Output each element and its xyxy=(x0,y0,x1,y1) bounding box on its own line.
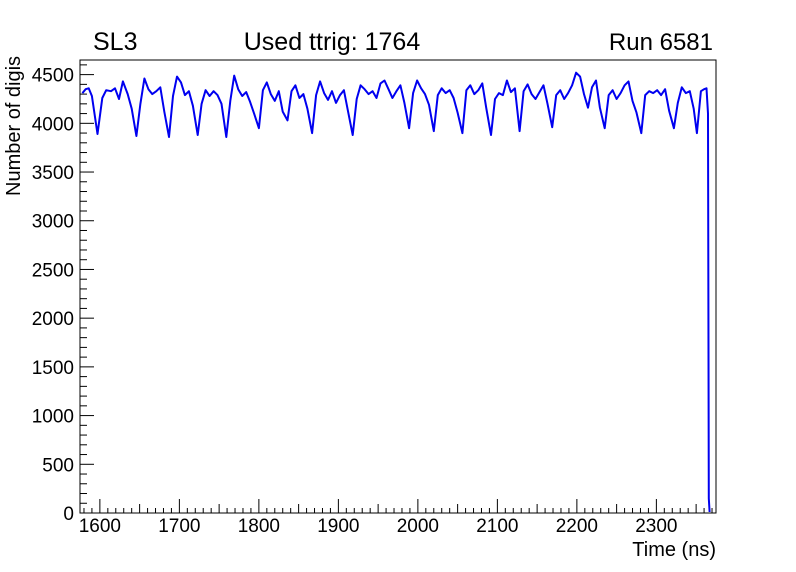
x-tick-label: 1900 xyxy=(317,516,359,537)
x-tick-label: 1800 xyxy=(238,516,280,537)
y-tick-label: 1500 xyxy=(32,358,74,379)
digis-time-line xyxy=(81,71,711,513)
x-tick-label: 2200 xyxy=(556,516,598,537)
x-tick-label: 1700 xyxy=(158,516,200,537)
run-number-title: Run 6581 xyxy=(609,29,713,56)
y-tick-label: 1000 xyxy=(32,407,74,428)
y-tick-label: 4000 xyxy=(32,114,74,135)
y-tick-label: 3500 xyxy=(32,163,74,184)
y-axis: 0 500 1000 1500 2000 2500 3000 3500 4000 4500 xyxy=(32,64,94,525)
data-series xyxy=(81,71,711,513)
y-tick-label: 4500 xyxy=(32,66,74,87)
x-tick-label: 2300 xyxy=(635,516,677,537)
x-tick-label: 1600 xyxy=(79,516,121,537)
x-tick-label: 2000 xyxy=(397,516,439,537)
y-tick-label: 2500 xyxy=(32,260,74,281)
ttrig-title: Used ttrig: 1764 xyxy=(244,28,421,56)
plot-frame xyxy=(79,59,717,514)
y-tick-label: 2000 xyxy=(32,309,74,330)
y-tick-label: 500 xyxy=(42,455,74,476)
x-axis: 1600 1700 1800 1900 2000 2100 2200 2300 xyxy=(79,499,713,537)
x-axis-title: Time (ns) xyxy=(632,539,716,561)
superlayer-title: SL3 xyxy=(93,28,137,56)
x-tick-label: 2100 xyxy=(476,516,518,537)
y-axis-title: Number of digis xyxy=(3,56,25,196)
y-tick-label: 0 xyxy=(63,504,74,525)
y-tick-label: 3000 xyxy=(32,212,74,233)
